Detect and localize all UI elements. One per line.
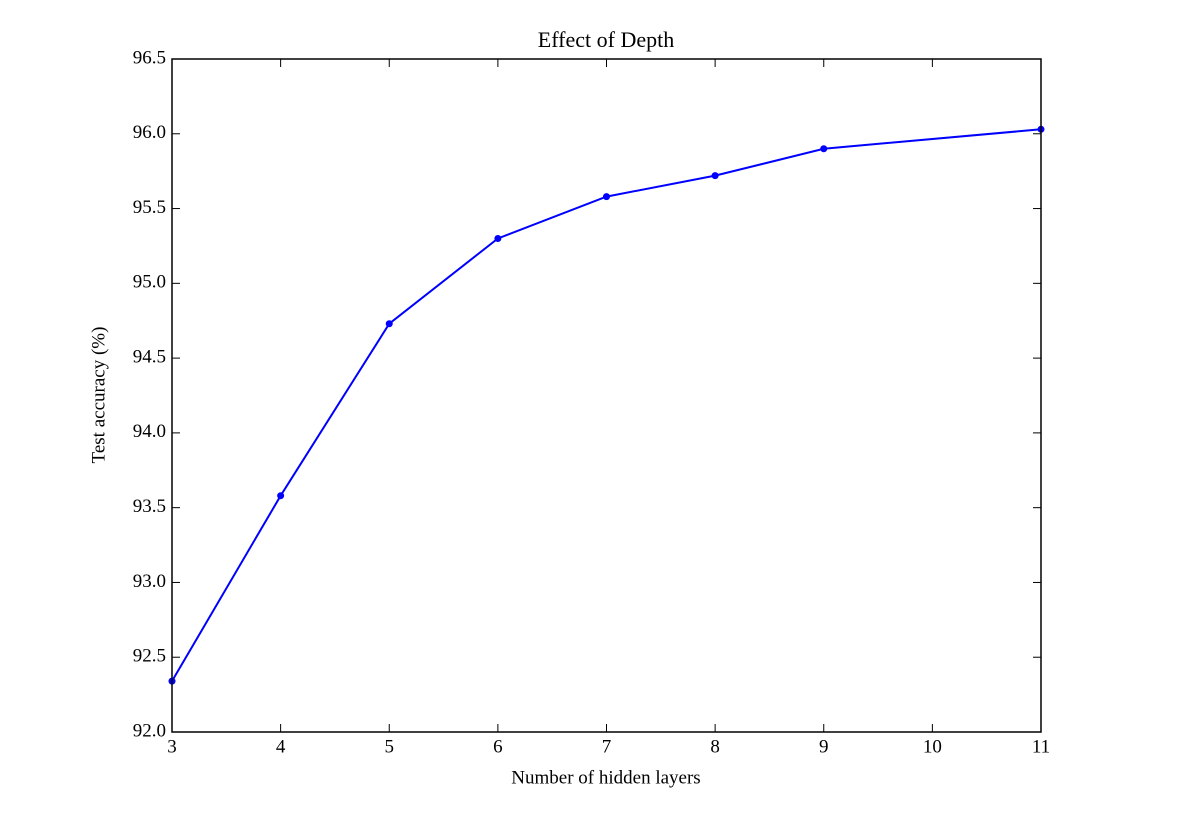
y-tick-label: 93.5 xyxy=(133,496,166,517)
y-axis-label: Test accuracy (%) xyxy=(88,327,109,464)
plot-frame xyxy=(171,58,1042,733)
y-tick-label: 92.0 xyxy=(133,720,166,741)
y-tick-label: 95.5 xyxy=(133,197,166,218)
data-point xyxy=(820,145,828,153)
data-point xyxy=(385,320,393,328)
data-point xyxy=(494,234,502,242)
y-tick-label: 94.0 xyxy=(133,421,166,442)
chart-title: Effect of Depth xyxy=(538,27,674,52)
x-tick-label: 7 xyxy=(602,736,612,757)
y-tick-label: 94.5 xyxy=(133,346,166,367)
y-tick-label: 96.5 xyxy=(133,47,166,68)
y-tick-label: 95.0 xyxy=(133,272,166,293)
data-point xyxy=(711,172,719,180)
x-tick-label: 10 xyxy=(923,736,942,757)
x-tick-label: 5 xyxy=(385,736,395,757)
x-tick-label: 6 xyxy=(493,736,503,757)
x-tick-label: 4 xyxy=(276,736,286,757)
x-axis-label: Number of hidden layers xyxy=(511,767,700,788)
y-tick-label: 92.5 xyxy=(133,646,166,667)
y-tick-label: 96.0 xyxy=(133,122,166,143)
y-tick-label: 93.0 xyxy=(133,571,166,592)
x-tick-label: 8 xyxy=(710,736,720,757)
data-point xyxy=(277,492,285,500)
x-tick-label: 9 xyxy=(819,736,829,757)
data-point xyxy=(603,193,610,201)
x-tick-label: 11 xyxy=(1032,736,1050,757)
x-tick-label: 3 xyxy=(167,736,177,757)
data-line xyxy=(171,128,1042,682)
